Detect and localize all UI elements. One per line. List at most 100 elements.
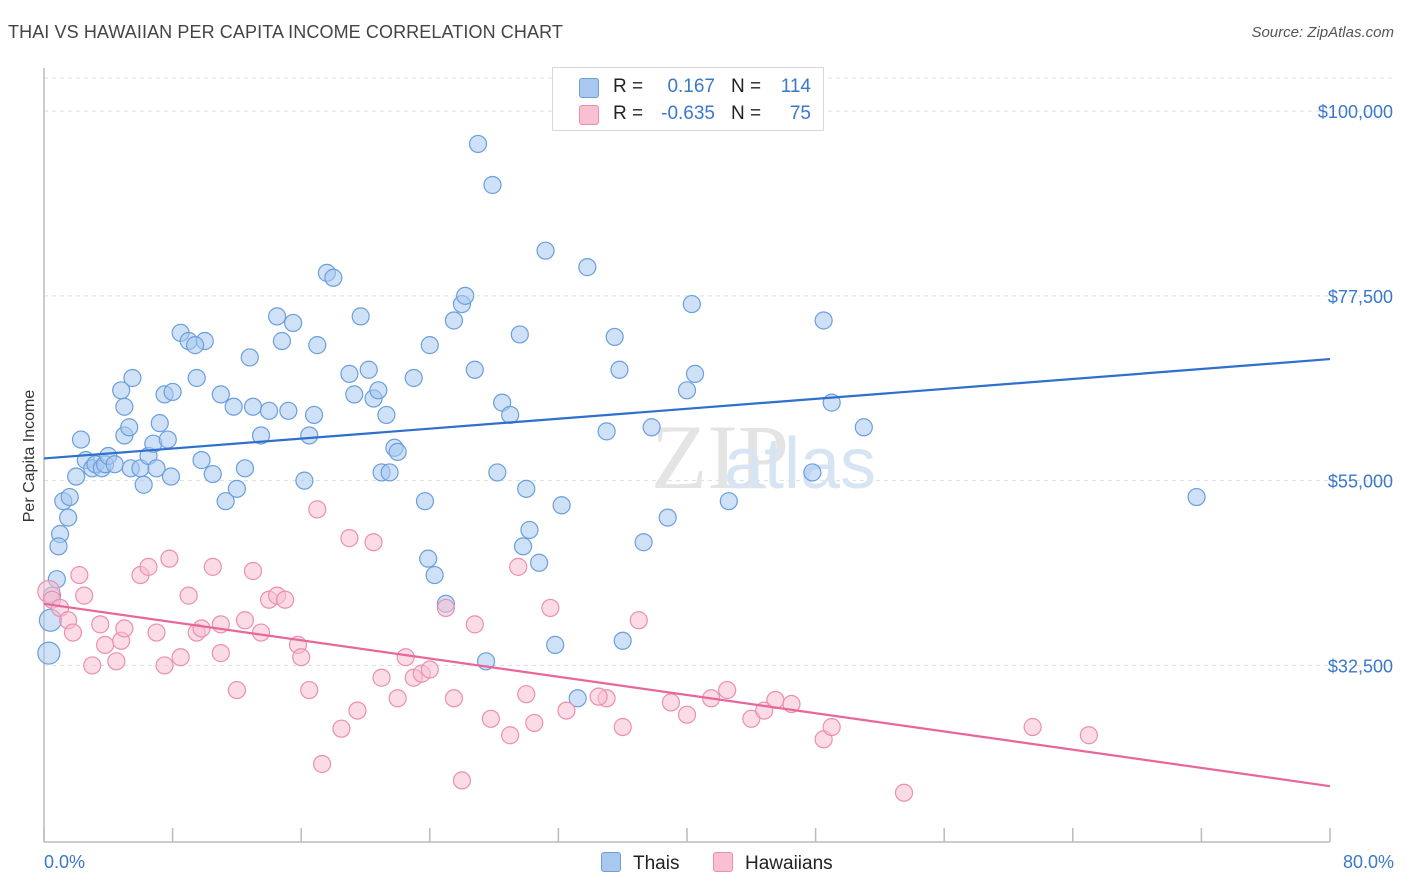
- data-point-hawaiians: [661, 693, 681, 712]
- data-point-thais: [123, 368, 142, 388]
- data-point-hawaiians: [589, 687, 608, 706]
- bottom-legend-label-thais: Thais: [633, 853, 680, 874]
- data-point-hawaiians: [83, 656, 102, 675]
- data-point-thais: [444, 311, 464, 330]
- data-point-thais: [216, 492, 235, 511]
- data-point-hawaiians: [541, 598, 560, 618]
- data-point-thais: [517, 479, 536, 498]
- data-point-hawaiians: [211, 644, 230, 663]
- data-point-hawaiians: [75, 586, 94, 605]
- data-point-hawaiians: [308, 500, 327, 519]
- data-point-thais: [150, 414, 169, 433]
- data-point-thais: [359, 360, 378, 379]
- series-thais-points: [37, 134, 1206, 708]
- data-point-thais: [456, 286, 475, 305]
- data-point-thais: [71, 430, 91, 449]
- bottom-legend-swatch-hawaiians: [713, 852, 733, 872]
- data-point-hawaiians: [139, 557, 158, 576]
- data-point-thais: [259, 401, 279, 420]
- stats-legend: R = 0.167 N = 114 R = -0.635 N = 75: [552, 67, 824, 131]
- legend-swatch-hawaiians: [579, 105, 599, 125]
- legend-n-value: 114: [780, 76, 811, 97]
- data-point-thais: [37, 641, 61, 665]
- data-point-thais: [340, 364, 359, 383]
- data-point-thais: [634, 533, 653, 552]
- data-point-thais: [546, 635, 565, 654]
- data-point-hawaiians: [251, 623, 271, 642]
- data-point-thais: [211, 385, 230, 404]
- data-point-hawaiians: [227, 680, 246, 700]
- data-point-thais: [658, 508, 677, 527]
- legend-n-label: N =: [731, 76, 762, 97]
- watermark: ZIP: [651, 406, 789, 508]
- data-point-thais: [243, 397, 263, 416]
- data-point-thais: [60, 487, 79, 507]
- data-point-hawaiians: [147, 623, 166, 642]
- data-point-thais: [295, 471, 314, 490]
- data-point-hawaiians: [203, 557, 222, 576]
- trend-line-hawaiians: [43, 602, 1331, 788]
- data-point-thais: [513, 537, 533, 556]
- data-point-thais: [300, 426, 319, 445]
- data-point-thais: [415, 492, 435, 511]
- y-tick-label: $55,000: [1328, 472, 1393, 492]
- data-point-thais: [235, 459, 255, 478]
- data-point-thais: [419, 549, 438, 568]
- data-point-thais: [536, 241, 555, 260]
- data-point-thais: [388, 442, 407, 461]
- data-point-hawaiians: [742, 709, 761, 728]
- data-point-hawaiians: [677, 705, 697, 724]
- data-point-thais: [279, 401, 298, 420]
- data-point-thais: [351, 307, 370, 326]
- data-point-hawaiians: [235, 611, 255, 630]
- data-point-thais: [1187, 487, 1206, 507]
- data-point-hawaiians: [348, 701, 367, 720]
- data-point-thais: [105, 455, 124, 474]
- data-point-hawaiians: [509, 557, 528, 576]
- data-point-hawaiians: [444, 689, 464, 708]
- data-point-thais: [610, 360, 629, 379]
- data-point-thais: [324, 268, 343, 287]
- y-axis-label: Per Capita Income: [21, 390, 38, 523]
- data-point-hawaiians: [292, 648, 311, 667]
- axes: [43, 68, 1331, 843]
- data-point-hawaiians: [517, 685, 536, 704]
- data-point-thais: [814, 311, 833, 330]
- legend-n-value: 75: [789, 103, 811, 124]
- data-point-thais: [187, 368, 206, 388]
- legend-r-label: R =: [613, 103, 644, 124]
- data-point-thais: [510, 325, 529, 344]
- data-point-thais: [685, 364, 705, 383]
- data-point-thais: [147, 459, 166, 478]
- legend-n-label: N =: [731, 103, 762, 124]
- data-point-hawaiians: [396, 648, 415, 667]
- data-point-thais: [404, 368, 423, 388]
- data-point-thais: [345, 385, 364, 404]
- data-point-thais: [284, 313, 303, 333]
- watermark-atlas: atlas: [724, 424, 876, 504]
- data-point-thais: [642, 418, 661, 437]
- data-point-hawaiians: [107, 652, 126, 671]
- data-point-thais: [520, 520, 539, 540]
- data-point-thais: [304, 405, 324, 425]
- data-point-hawaiians: [525, 713, 544, 733]
- data-point-hawaiians: [243, 561, 263, 581]
- data-point-hawaiians: [613, 717, 632, 737]
- data-point-thais: [240, 348, 259, 367]
- chart-title: THAI VS HAWAIIAN PER CAPITA INCOME CORRE…: [8, 22, 563, 42]
- data-point-thais: [719, 492, 738, 511]
- data-point-hawaiians: [192, 619, 211, 638]
- data-point-thais: [568, 689, 587, 708]
- bottom-legend-swatch-thais: [601, 852, 621, 872]
- data-point-thais: [483, 175, 502, 195]
- data-point-thais: [597, 422, 616, 441]
- data-point-hawaiians: [501, 726, 520, 745]
- legend-r-label: R =: [613, 76, 644, 97]
- data-point-thais: [605, 327, 624, 347]
- trend-lines: [43, 357, 1331, 788]
- data-point-thais: [161, 467, 181, 486]
- data-point-thais: [120, 418, 139, 437]
- series-hawaiians-points: [37, 500, 1098, 802]
- data-point-hawaiians: [718, 680, 737, 700]
- data-point-thais: [308, 336, 327, 355]
